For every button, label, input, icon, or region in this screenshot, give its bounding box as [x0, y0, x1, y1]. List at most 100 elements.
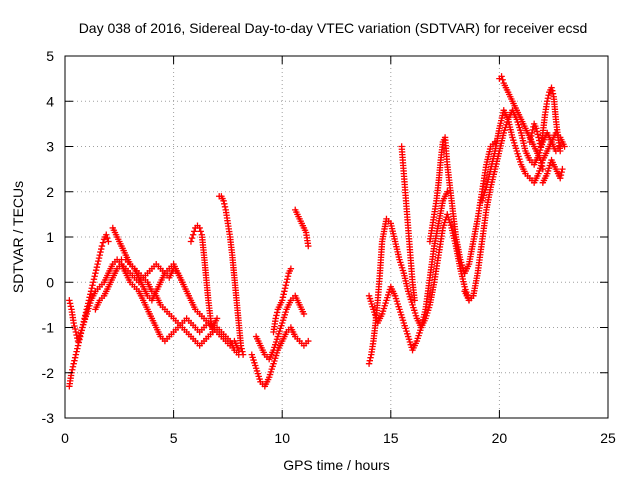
data-point — [281, 285, 289, 292]
data-point — [99, 239, 107, 246]
data-point — [92, 270, 99, 277]
data-point — [366, 357, 374, 364]
data-point — [539, 165, 547, 173]
data-point — [66, 300, 74, 307]
data-point — [71, 325, 79, 333]
data-point — [71, 357, 78, 364]
data-point — [91, 273, 98, 280]
data-point — [279, 294, 287, 301]
data-point — [283, 279, 290, 286]
data-point — [70, 360, 77, 367]
data-point — [367, 354, 374, 361]
x-axis-label: GPS time / hours — [283, 457, 390, 473]
data-point — [93, 263, 101, 271]
x-tick-label: 5 — [170, 430, 178, 446]
data-point — [209, 328, 216, 336]
y-tick-label: 0 — [46, 274, 54, 290]
data-point — [444, 188, 451, 195]
data-point — [273, 309, 281, 316]
data-point — [559, 165, 566, 173]
y-tick-label: -1 — [42, 320, 55, 336]
data-point — [557, 147, 564, 155]
data-point — [305, 242, 312, 250]
y-tick-label: -3 — [42, 410, 55, 426]
data-point — [280, 291, 287, 298]
data-point — [287, 265, 295, 272]
grid — [65, 56, 608, 418]
data-point — [72, 328, 80, 336]
chart-title: Day 038 of 2016, Sidereal Day-to-day VTE… — [79, 20, 588, 36]
x-tick-labels: 0 5 10 15 20 25 — [61, 430, 616, 446]
data-point — [90, 276, 98, 283]
data-point — [187, 238, 195, 245]
data-point — [281, 288, 288, 295]
data-point — [69, 363, 77, 370]
data-point — [71, 322, 78, 330]
data-point — [543, 98, 551, 105]
data-point — [221, 200, 228, 208]
data-point — [90, 279, 97, 286]
x-tick-label: 10 — [274, 430, 290, 446]
data-point — [97, 248, 104, 256]
data-point — [92, 266, 100, 274]
data-point — [528, 129, 536, 137]
y-tick-labels: -3 -2 -1 0 1 2 3 4 5 — [42, 48, 55, 426]
data-point — [98, 242, 106, 250]
data-point — [88, 285, 95, 292]
data-points — [66, 73, 568, 390]
data-point — [89, 282, 96, 289]
data-point — [213, 315, 221, 322]
data-point — [221, 203, 229, 211]
data-point — [538, 159, 545, 167]
data-point — [95, 257, 102, 265]
data-point — [272, 315, 279, 322]
data-point — [94, 260, 101, 268]
x-tick-label: 0 — [61, 430, 69, 446]
y-axis-label: SDTVAR / TECUs — [10, 181, 26, 293]
data-point — [534, 131, 541, 138]
data-point — [238, 345, 245, 352]
x-tick-label: 20 — [492, 430, 508, 446]
data-point — [548, 84, 555, 91]
axis-ticks — [64, 55, 609, 419]
data-point — [411, 297, 418, 304]
data-point — [557, 171, 565, 179]
data-point — [98, 245, 105, 253]
data-point — [196, 224, 203, 232]
data-point — [558, 168, 565, 176]
data-point — [365, 360, 373, 367]
data-point — [189, 231, 197, 238]
data-point — [197, 228, 204, 235]
data-point — [105, 238, 112, 245]
data-point — [549, 87, 556, 94]
data-point — [191, 228, 198, 235]
y-tick-label: 1 — [46, 229, 54, 245]
data-point — [96, 251, 103, 259]
data-point — [73, 348, 80, 355]
data-point — [239, 348, 246, 355]
data-point — [95, 254, 103, 262]
data-point — [66, 297, 73, 304]
x-tick-label: 25 — [600, 430, 616, 446]
data-point — [237, 342, 245, 349]
data-point — [279, 297, 286, 304]
data-point — [526, 138, 534, 146]
data-point — [69, 366, 76, 373]
data-point — [300, 310, 308, 318]
data-point — [284, 276, 291, 283]
data-point — [498, 73, 505, 80]
y-tick-label: 3 — [46, 139, 54, 155]
data-point — [188, 234, 196, 242]
data-point — [284, 273, 292, 280]
data-point — [499, 76, 506, 83]
data-point — [527, 135, 534, 143]
data-point — [305, 337, 312, 345]
y-tick-label: 2 — [46, 184, 54, 200]
plot-frame — [64, 55, 609, 419]
x-tick-label: 15 — [383, 430, 399, 446]
data-point — [220, 197, 227, 204]
data-point — [535, 134, 542, 141]
data-point — [70, 319, 77, 327]
data-point — [104, 234, 111, 242]
data-point — [72, 351, 80, 358]
